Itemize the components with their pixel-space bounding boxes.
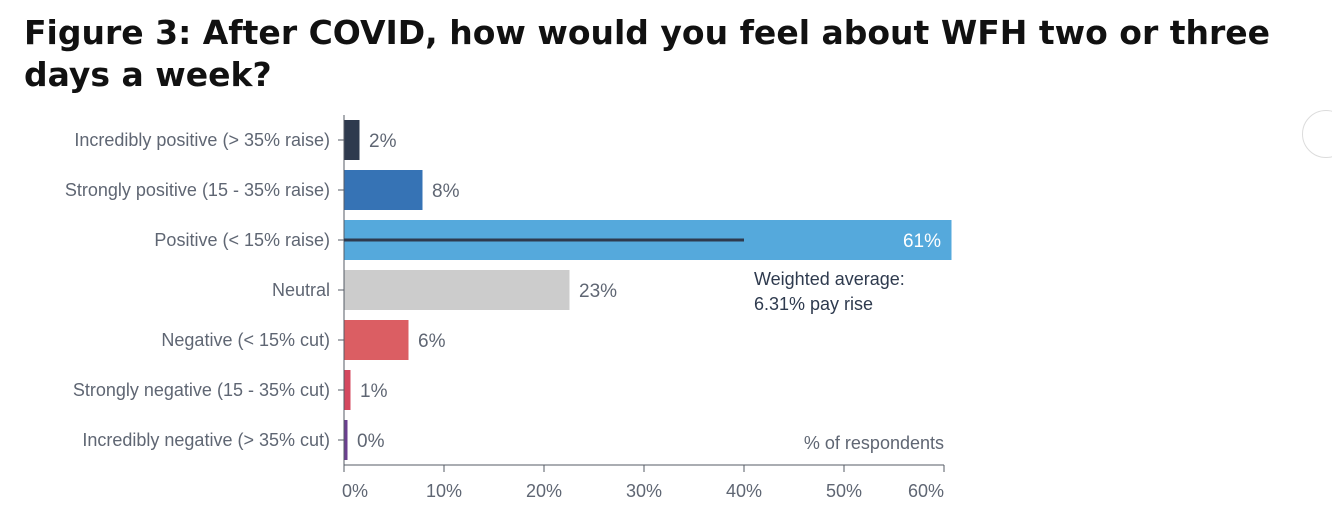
category-label: Neutral — [272, 280, 330, 300]
x-tick-label: 10% — [426, 481, 462, 501]
x-tick-label: 0% — [342, 481, 368, 501]
value-label: 23% — [579, 281, 617, 302]
x-axis-title: % of respondents — [804, 433, 944, 453]
value-labels: 2% 8% 61% 23% 6% 1% 0% — [357, 131, 941, 452]
value-label: 2% — [369, 131, 397, 152]
weighted-average-label: Weighted average: — [754, 269, 905, 289]
x-tick-label: 20% — [526, 481, 562, 501]
value-label: 1% — [360, 381, 388, 402]
value-label: 8% — [432, 181, 460, 202]
category-label: Incredibly positive (> 35% raise) — [74, 130, 330, 150]
bar — [344, 170, 423, 210]
x-tick-label: 40% — [726, 481, 762, 501]
x-tick-label: 50% — [826, 481, 862, 501]
category-label: Negative (< 15% cut) — [161, 330, 330, 350]
x-axis: 0% 10% 20% 30% 40% 50% 60% — [342, 464, 945, 501]
weighted-average-annotation: Weighted average: 6.31% pay rise — [344, 238, 905, 314]
weighted-average-value: 6.31% pay rise — [754, 294, 873, 314]
bar — [344, 120, 360, 160]
bar — [344, 370, 351, 410]
bar — [344, 270, 570, 310]
value-label: 6% — [418, 331, 446, 352]
x-tick-label: 30% — [626, 481, 662, 501]
chart-title: Figure 3: After COVID, how would you fee… — [24, 13, 1271, 94]
category-label: Strongly positive (15 - 35% raise) — [65, 180, 330, 200]
bar — [344, 320, 409, 360]
category-label: Positive (< 15% raise) — [154, 230, 330, 250]
bar — [344, 420, 348, 460]
y-axis — [338, 115, 345, 465]
value-label: 61% — [903, 231, 941, 252]
category-labels: Incredibly positive (> 35% raise) Strongl… — [65, 130, 330, 450]
bars-group — [344, 120, 952, 460]
category-label: Strongly negative (15 - 35% cut) — [73, 380, 330, 400]
x-tick-label: 60% — [908, 481, 944, 501]
category-label: Incredibly negative (> 35% cut) — [82, 430, 330, 450]
value-label: 0% — [357, 431, 385, 452]
